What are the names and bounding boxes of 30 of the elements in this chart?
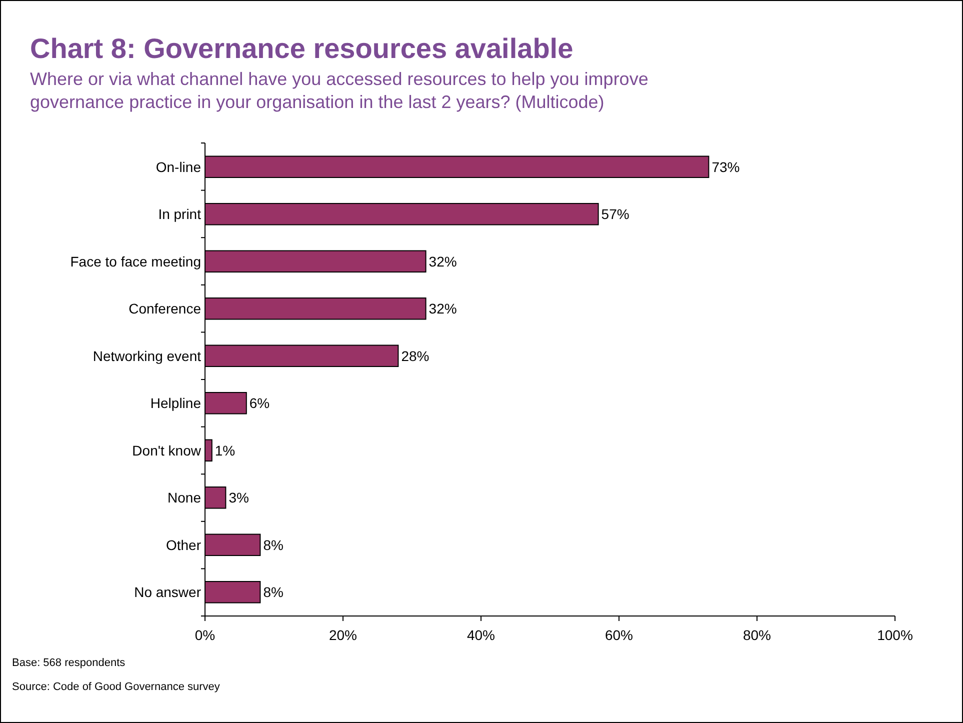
y-tick-label: Face to face meeting [70,253,201,270]
x-tick-label: 60% [604,627,634,643]
data-label: 8% [263,584,284,600]
x-tick-label: 40% [466,627,496,643]
data-label: 3% [228,490,249,506]
x-tick-label: 100% [877,627,913,643]
y-tick-label: Helpline [150,395,202,412]
y-tick-label: On-line [156,158,202,175]
y-tick-label: In print [158,206,202,222]
chart-subtitle: Where or via what channel have you accessed resources to help you improve governance practice in your organisation in the last 2 years? (Multicode) [30,69,648,112]
data-label: 8% [263,536,284,553]
data-label: 28% [401,348,430,364]
x-tick-label: 80% [742,627,772,643]
data-label: 57% [601,206,630,222]
x-tick-label: 0% [194,627,216,643]
y-tick-label: None [168,490,202,506]
chart-title: Chart 8: Governance resources available [30,33,574,64]
data-label: 6% [249,395,270,412]
y-tick-label: Don't know [132,442,202,458]
data-label: 32% [428,253,457,270]
data-label: 1% [214,442,236,458]
text: Base: 568 respondents [12,657,126,669]
y-tick-label: Conference [128,300,202,317]
data-label: 32% [428,300,457,317]
data-label: 73% [712,158,740,175]
y-tick-label: Other [166,536,202,553]
source-note: Source: Code of Good Governance survey [12,681,220,693]
y-tick-label: Networking event [92,348,202,364]
y-tick-label: No answer [134,584,202,600]
x-tick-label: 20% [328,627,358,643]
